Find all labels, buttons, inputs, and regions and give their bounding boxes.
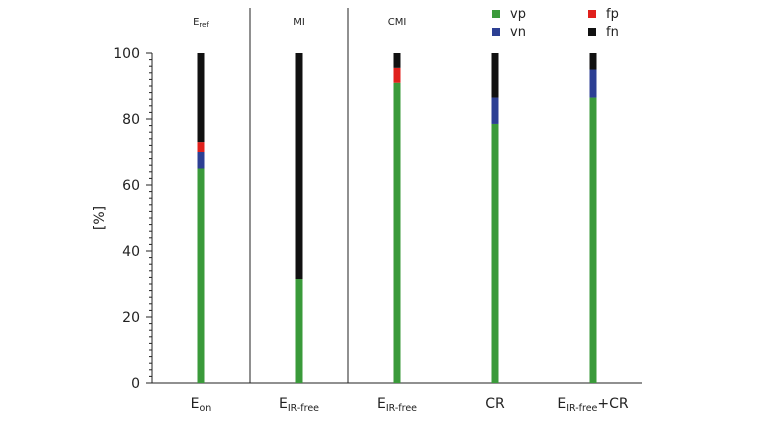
group-label: MI bbox=[293, 17, 305, 28]
bar-segment-vp bbox=[491, 123, 499, 383]
category-label: EIR-free+CR bbox=[557, 396, 629, 414]
legend-label-fn: fn bbox=[606, 25, 619, 40]
y-tick-label: 0 bbox=[131, 376, 140, 392]
group-label: Eref bbox=[193, 17, 209, 29]
y-tick-label: 60 bbox=[122, 178, 140, 194]
bar-segment-fn bbox=[393, 53, 401, 68]
bar-segment-vp bbox=[393, 82, 401, 383]
bars bbox=[197, 53, 597, 384]
labels: Eon EIR-free EIR-free CR EIR-free+CR Eref MI CM… bbox=[191, 17, 629, 414]
legend-swatch-fp bbox=[588, 10, 596, 18]
category-label: EIR-free bbox=[279, 396, 319, 414]
legend-label-vp: vp bbox=[510, 7, 526, 22]
bar-segment-fp bbox=[393, 67, 401, 83]
legend-label-fp: fp bbox=[606, 7, 619, 22]
bar-segment-vp bbox=[589, 97, 597, 384]
y-tick-label: 40 bbox=[122, 244, 140, 260]
bar-segment-vp bbox=[197, 168, 205, 383]
legend-swatch-vp bbox=[492, 10, 500, 18]
legend-swatch-fn bbox=[588, 28, 596, 36]
y-tick-label: 80 bbox=[122, 112, 140, 128]
bar-segment-fp bbox=[197, 142, 205, 152]
y-tick-label: 100 bbox=[113, 46, 140, 62]
axes: 0 20 40 60 80 100 [%] bbox=[92, 8, 642, 392]
y-tick-label: 20 bbox=[122, 310, 140, 326]
category-label: EIR-free bbox=[377, 396, 417, 414]
bar-segment-vn bbox=[491, 97, 499, 124]
bar-segment-vn bbox=[197, 152, 205, 169]
group-label: CMI bbox=[388, 17, 407, 28]
category-label: CR bbox=[485, 396, 505, 412]
bar-segment-fn bbox=[295, 53, 303, 280]
y-axis-label: [%] bbox=[92, 206, 108, 230]
bar-segment-fn bbox=[197, 53, 205, 143]
bar-segment-fn bbox=[589, 53, 597, 70]
category-label: Eon bbox=[191, 396, 212, 414]
legend-label-vn: vn bbox=[510, 25, 526, 40]
legend: vp vn fp fn bbox=[492, 7, 619, 40]
bar-segment-vp bbox=[295, 279, 303, 383]
bar-segment-fn bbox=[491, 53, 499, 98]
legend-swatch-vn bbox=[492, 28, 500, 36]
bar-segment-vn bbox=[589, 69, 597, 98]
